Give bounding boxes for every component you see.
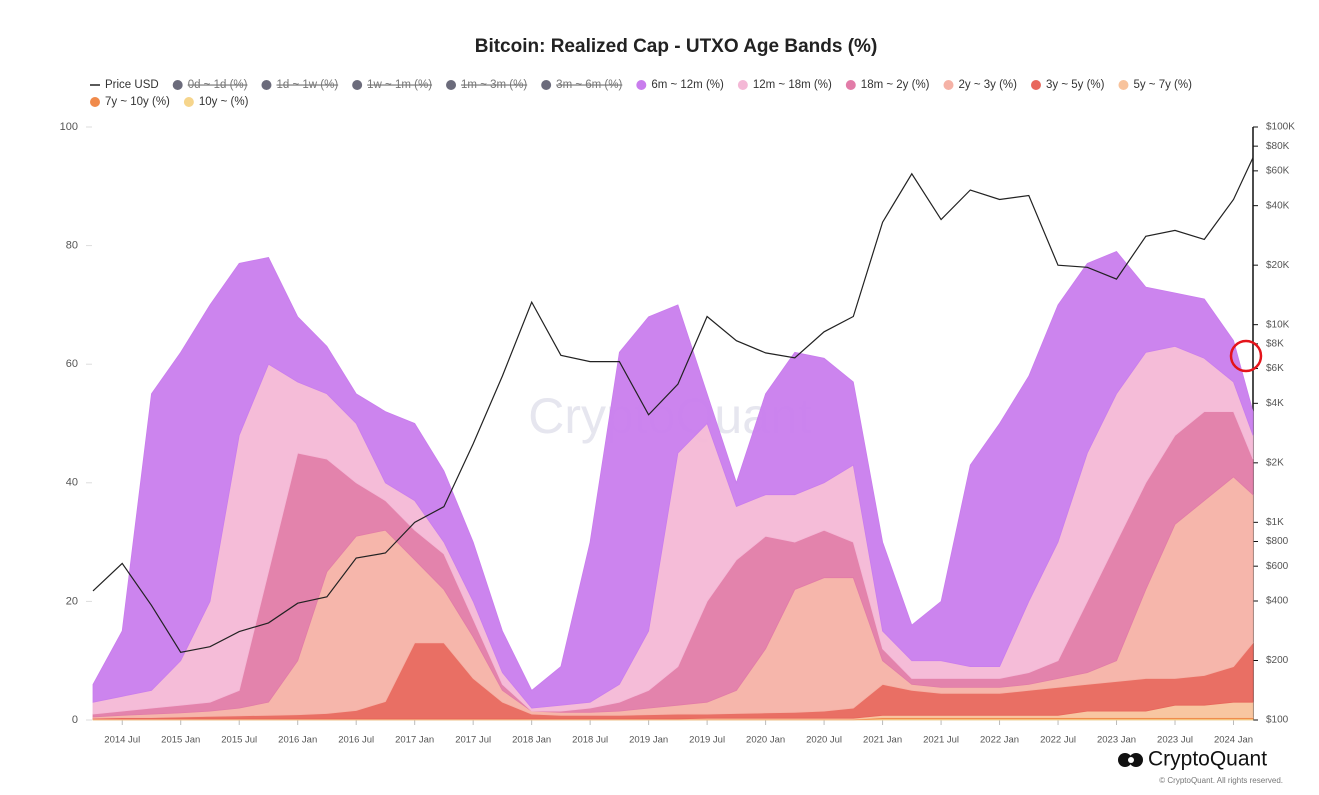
y-tick-label: 80 (66, 240, 78, 252)
legend-marker (737, 80, 748, 90)
y2-tick-label: $60K (1266, 165, 1290, 176)
y2-tick-label: $20K (1266, 260, 1290, 271)
x-tick-label: 2015 Jan (161, 735, 200, 746)
y2-tick-label: $800 (1266, 536, 1289, 547)
y2-tick-label: $400 (1266, 596, 1289, 607)
legend-marker (1030, 80, 1041, 90)
x-tick-label: 2019 Jul (689, 735, 725, 746)
price-line (92, 157, 1254, 653)
legend-marker (172, 80, 183, 90)
plot-area: 0 20 40 60 80 100 2014 Jul 2015 Jan 2015 Jul 2016… (60, 121, 1296, 746)
x-tick-label: 2015 Jul (221, 735, 257, 746)
x-tick-label: 2021 Jan (863, 735, 902, 746)
brand-logo (1118, 753, 1143, 767)
y2-tick-label: $6K (1266, 363, 1284, 374)
x-tick-label: 2022 Jul (1040, 735, 1076, 746)
legend-marker (636, 80, 647, 90)
y2-tick-label: $200 (1266, 655, 1289, 666)
y2-tick-label: $600 (1266, 561, 1289, 572)
legend-marker (943, 80, 954, 90)
y2-tick-label: $2K (1266, 457, 1284, 468)
y2-tick-label: $8K (1266, 338, 1284, 349)
x-tick-label: 2018 Jul (572, 735, 608, 746)
legend-label: Price USD (105, 79, 159, 91)
y-tick-label: 60 (66, 358, 78, 370)
y-tick-label: 20 (66, 595, 78, 607)
legend-label: 7y ~ 10y (%) (105, 96, 170, 108)
legend-label: 5y ~ 7y (%) (1133, 79, 1192, 91)
x-tick-label: 2017 Jul (455, 735, 491, 746)
x-tick-label: 2017 Jan (395, 735, 434, 746)
x-tick-label: 2023 Jan (1097, 735, 1136, 746)
y-tick-label: 100 (60, 121, 78, 133)
x-tick-label: 2014 Jul (104, 735, 140, 746)
y2-tick-label: $10K (1266, 319, 1290, 330)
legend-marker (446, 80, 457, 90)
legend-label: 1d ~ 1w (%) (276, 79, 338, 91)
legend-label: 12m ~ 18m (%) (753, 79, 832, 91)
legend: Price USD 0d ~ 1d (%) 1d ~ 1w (%) 1w ~ 1m (… (90, 79, 1192, 108)
legend-marker (352, 80, 363, 90)
legend-marker (90, 97, 100, 107)
x-tick-label: 2024 Jan (1214, 735, 1253, 746)
legend-marker (1118, 80, 1129, 90)
brand-name: CryptoQuant (1148, 748, 1267, 771)
y2-tick-label: $80K (1266, 141, 1290, 152)
x-tick-label: 2022 Jan (980, 735, 1019, 746)
y-tick-label: 0 (72, 714, 78, 726)
legend-label: 1m ~ 3m (%) (461, 79, 527, 91)
copyright: © CryptoQuant. All rights reserved. (1159, 776, 1283, 785)
legend-marker (845, 80, 856, 90)
y2-tick-label: $40K (1266, 200, 1290, 211)
x-tick-label: 2016 Jul (338, 735, 374, 746)
x-tick-label: 2020 Jul (806, 735, 842, 746)
legend-marker (183, 97, 194, 107)
legend-label: 1w ~ 1m (%) (367, 79, 432, 91)
legend-label: 3y ~ 5y (%) (1046, 79, 1105, 91)
legend-label: 10y ~ (%) (199, 96, 249, 108)
x-tick-label: 2021 Jul (923, 735, 959, 746)
y2-tick-label: $100 (1266, 715, 1289, 726)
x-tick-label: 2023 Jul (1157, 735, 1193, 746)
legend-marker (541, 80, 552, 90)
highlight-circle (1229, 339, 1263, 373)
y2-tick-label: $4K (1266, 398, 1284, 409)
x-tick-label: 2019 Jan (629, 735, 668, 746)
x-tick-label: 2018 Jan (512, 735, 551, 746)
x-tick-label: 2016 Jan (278, 735, 317, 746)
x-tick-label: 2020 Jan (746, 735, 785, 746)
y2-tick-label: $1K (1266, 517, 1284, 528)
y-tick-label: 40 (66, 477, 78, 489)
chart-title: Bitcoin: Realized Cap - UTXO Age Bands (… (475, 36, 878, 57)
legend-label: 18m ~ 2y (%) (861, 79, 930, 91)
legend-label: 0d ~ 1d (%) (188, 79, 248, 91)
y2-tick-label: $100K (1266, 122, 1295, 133)
area (92, 251, 1254, 709)
legend-label: 6m ~ 12m (%) (651, 79, 724, 91)
legend-label: 3m ~ 6m (%) (556, 79, 622, 91)
legend-marker (261, 80, 272, 90)
legend-label: 2y ~ 3y (%) (959, 79, 1018, 91)
